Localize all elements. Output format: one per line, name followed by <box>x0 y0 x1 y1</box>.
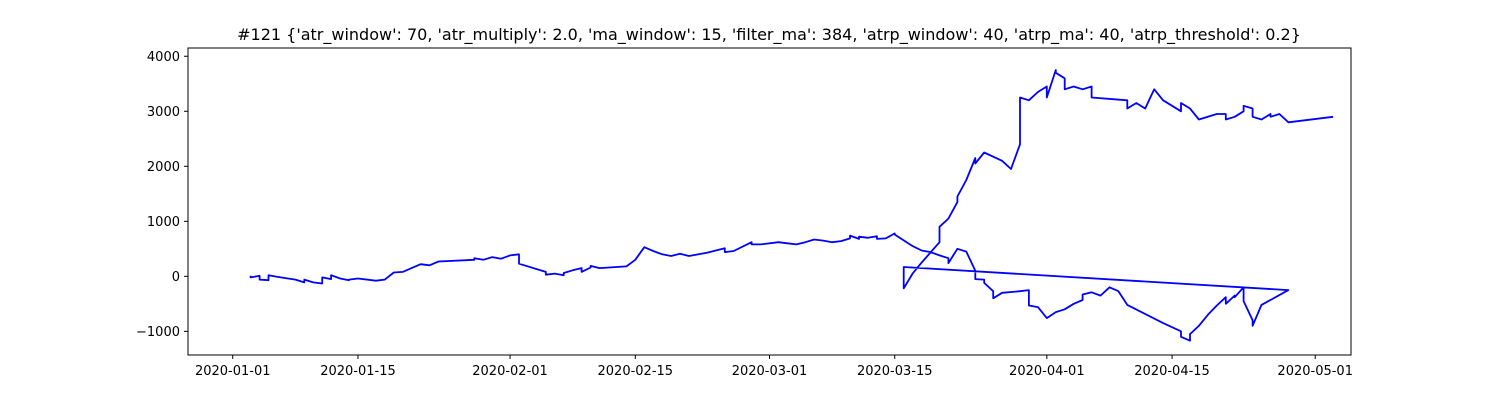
x-tick-label: 2020-03-01 <box>732 364 808 379</box>
y-tick-label: −1000 <box>136 325 180 340</box>
plot-marks <box>249 69 1334 342</box>
chart-title: #121 {'atr_window': 70, 'atr_multiply': … <box>237 25 1301 45</box>
x-tick-label: 2020-04-15 <box>1134 364 1210 379</box>
y-tick-label: 2000 <box>147 160 180 175</box>
x-tick-label: 2020-02-15 <box>598 364 674 379</box>
x-axis: 2020-01-01 2020-01-15 2020-02-01 2020-02-15… <box>195 355 1353 379</box>
y-tick-label: 0 <box>172 270 180 285</box>
x-tick-label: 2020-01-15 <box>320 364 396 379</box>
y-axis: −1000 0 1000 2000 3000 4000 <box>136 50 188 340</box>
series-line <box>249 69 1334 342</box>
y-tick-label: 4000 <box>147 50 180 65</box>
x-tick-label: 2020-01-01 <box>195 364 271 379</box>
x-tick-label: 2020-05-01 <box>1277 364 1353 379</box>
x-tick-label: 2020-03-15 <box>857 364 933 379</box>
x-tick-label: 2020-04-01 <box>1009 364 1085 379</box>
y-tick-label: 1000 <box>147 215 180 230</box>
x-tick-label: 2020-02-01 <box>472 364 548 379</box>
y-tick-label: 3000 <box>147 105 180 120</box>
